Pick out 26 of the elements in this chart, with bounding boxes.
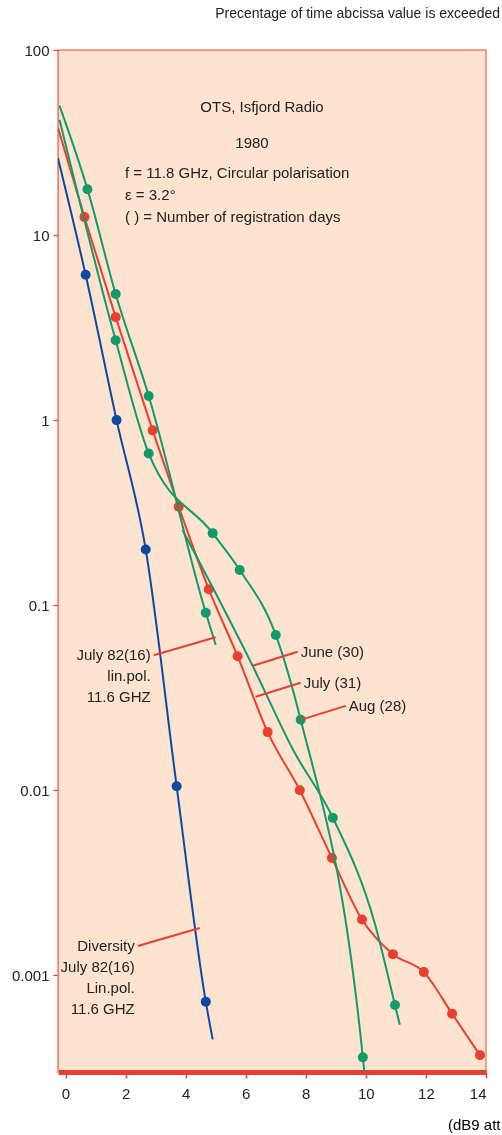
y-tick-label: 0.1 bbox=[28, 596, 50, 614]
annotation: Diversity July 82(16) Lin.pol. 11.6 GHZ bbox=[60, 937, 136, 1017]
x-tick-label: 12 bbox=[418, 1084, 435, 1102]
annotation: Aug (28) bbox=[348, 696, 407, 714]
y-tick-label: 1 bbox=[41, 411, 50, 429]
annotation: 1980 bbox=[235, 134, 269, 151]
x-tick-label: 10 bbox=[358, 1084, 375, 1102]
x-tick-label: 6 bbox=[242, 1084, 251, 1102]
annotation: July 82(16) lin.pol. 11.6 GHZ bbox=[76, 646, 151, 706]
x-tick-label: 2 bbox=[121, 1084, 131, 1102]
annotation: July (31) bbox=[303, 673, 362, 691]
annotation: f = 11.8 GHz, Circular polarisation bbox=[125, 164, 350, 181]
x-tick-label: 0 bbox=[61, 1084, 71, 1102]
y-tick-label: 10 bbox=[32, 226, 50, 244]
x-tick-label: 14 bbox=[469, 1084, 487, 1102]
annotation: ε = 3.2° bbox=[125, 186, 176, 203]
y-tick-label: 0.001 bbox=[11, 966, 50, 984]
annotation: ( ) = Number of registration days bbox=[125, 208, 341, 225]
y-tick-label: 0.01 bbox=[20, 781, 50, 799]
x-tick-label: 4 bbox=[181, 1084, 191, 1102]
annotation: June (30) bbox=[300, 642, 364, 660]
y-axis-title: Precentage of time abcissa value is exceeded bbox=[215, 5, 500, 21]
y-tick-label: 100 bbox=[24, 41, 50, 59]
annotation: OTS, Isfjord Radio bbox=[200, 98, 324, 115]
x-tick-label: 8 bbox=[302, 1084, 311, 1102]
x-axis-title: (dB9 att bbox=[447, 1115, 502, 1133]
